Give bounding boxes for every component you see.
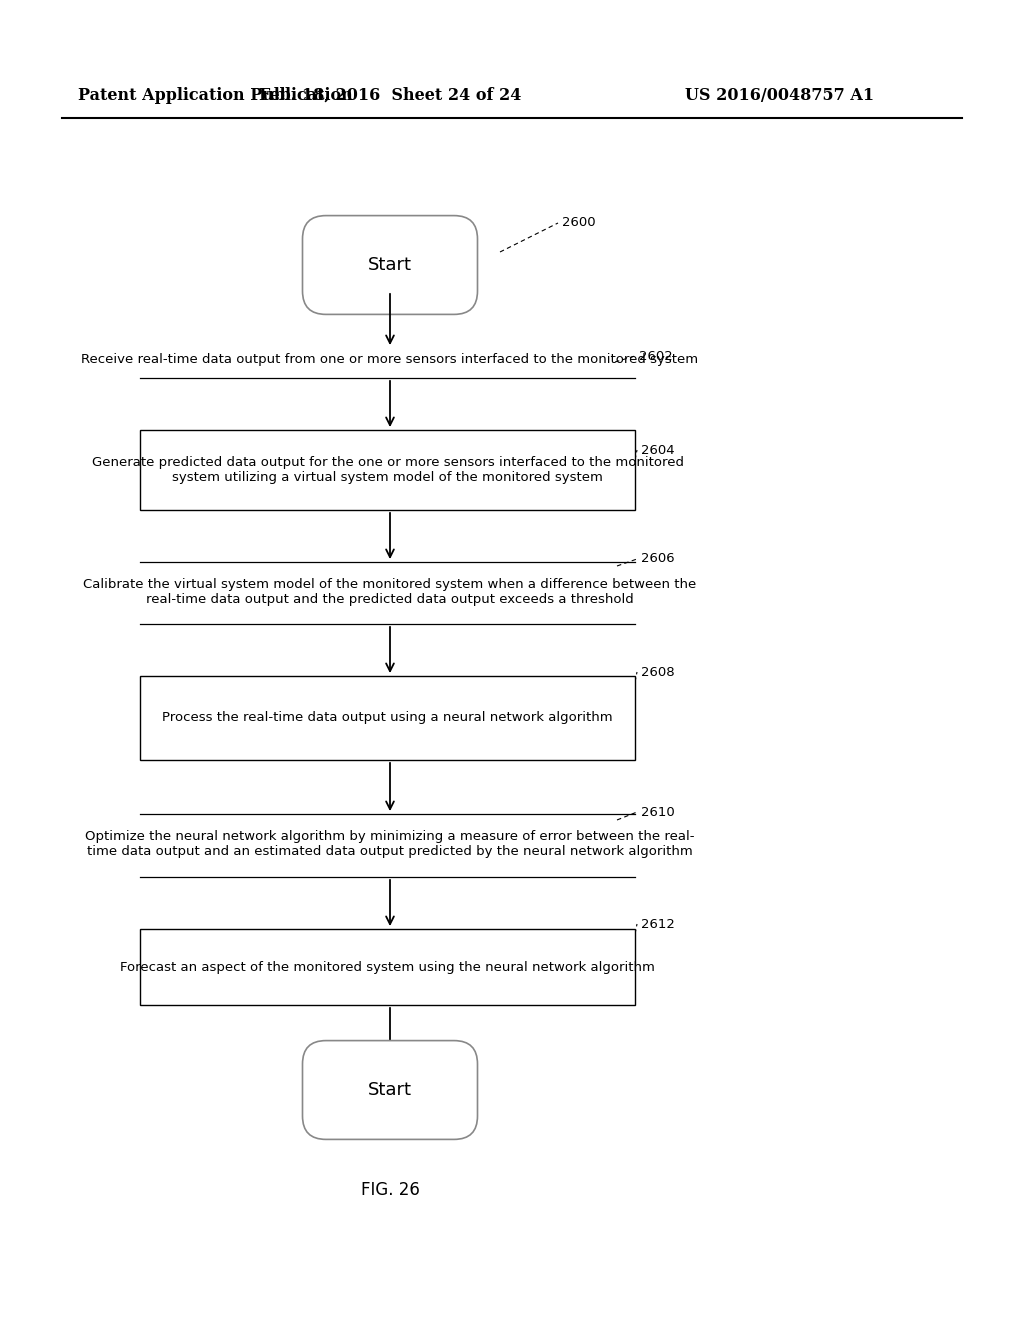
Text: 2610: 2610 bbox=[641, 805, 675, 818]
Text: 2606: 2606 bbox=[641, 553, 675, 565]
Text: Calibrate the virtual system model of the monitored system when a difference bet: Calibrate the virtual system model of th… bbox=[83, 578, 696, 606]
Text: 2602: 2602 bbox=[639, 350, 673, 363]
Text: Patent Application Publication: Patent Application Publication bbox=[78, 87, 352, 103]
Text: Start: Start bbox=[368, 1081, 412, 1100]
Text: Forecast an aspect of the monitored system using the neural network algorithm: Forecast an aspect of the monitored syst… bbox=[120, 961, 655, 974]
Text: US 2016/0048757 A1: US 2016/0048757 A1 bbox=[685, 87, 874, 103]
Text: Generate predicted data output for the one or more sensors interfaced to the mon: Generate predicted data output for the o… bbox=[91, 455, 683, 484]
Text: 2608: 2608 bbox=[641, 665, 675, 678]
FancyBboxPatch shape bbox=[302, 215, 477, 314]
Text: Feb. 18, 2016  Sheet 24 of 24: Feb. 18, 2016 Sheet 24 of 24 bbox=[259, 87, 521, 103]
Bar bbox=[140, 676, 635, 760]
Text: 2612: 2612 bbox=[641, 917, 675, 931]
Text: FIG. 26: FIG. 26 bbox=[360, 1181, 420, 1199]
Text: Receive real-time data output from one or more sensors interfaced to the monitor: Receive real-time data output from one o… bbox=[82, 354, 698, 367]
Text: Start: Start bbox=[368, 256, 412, 275]
Text: Process the real-time data output using a neural network algorithm: Process the real-time data output using … bbox=[162, 711, 612, 725]
Bar bbox=[140, 430, 635, 510]
FancyBboxPatch shape bbox=[302, 1040, 477, 1139]
Text: 2604: 2604 bbox=[641, 444, 675, 457]
Text: 2600: 2600 bbox=[562, 216, 596, 230]
Bar bbox=[140, 929, 635, 1005]
Text: Optimize the neural network algorithm by minimizing a measure of error between t: Optimize the neural network algorithm by… bbox=[85, 830, 694, 858]
